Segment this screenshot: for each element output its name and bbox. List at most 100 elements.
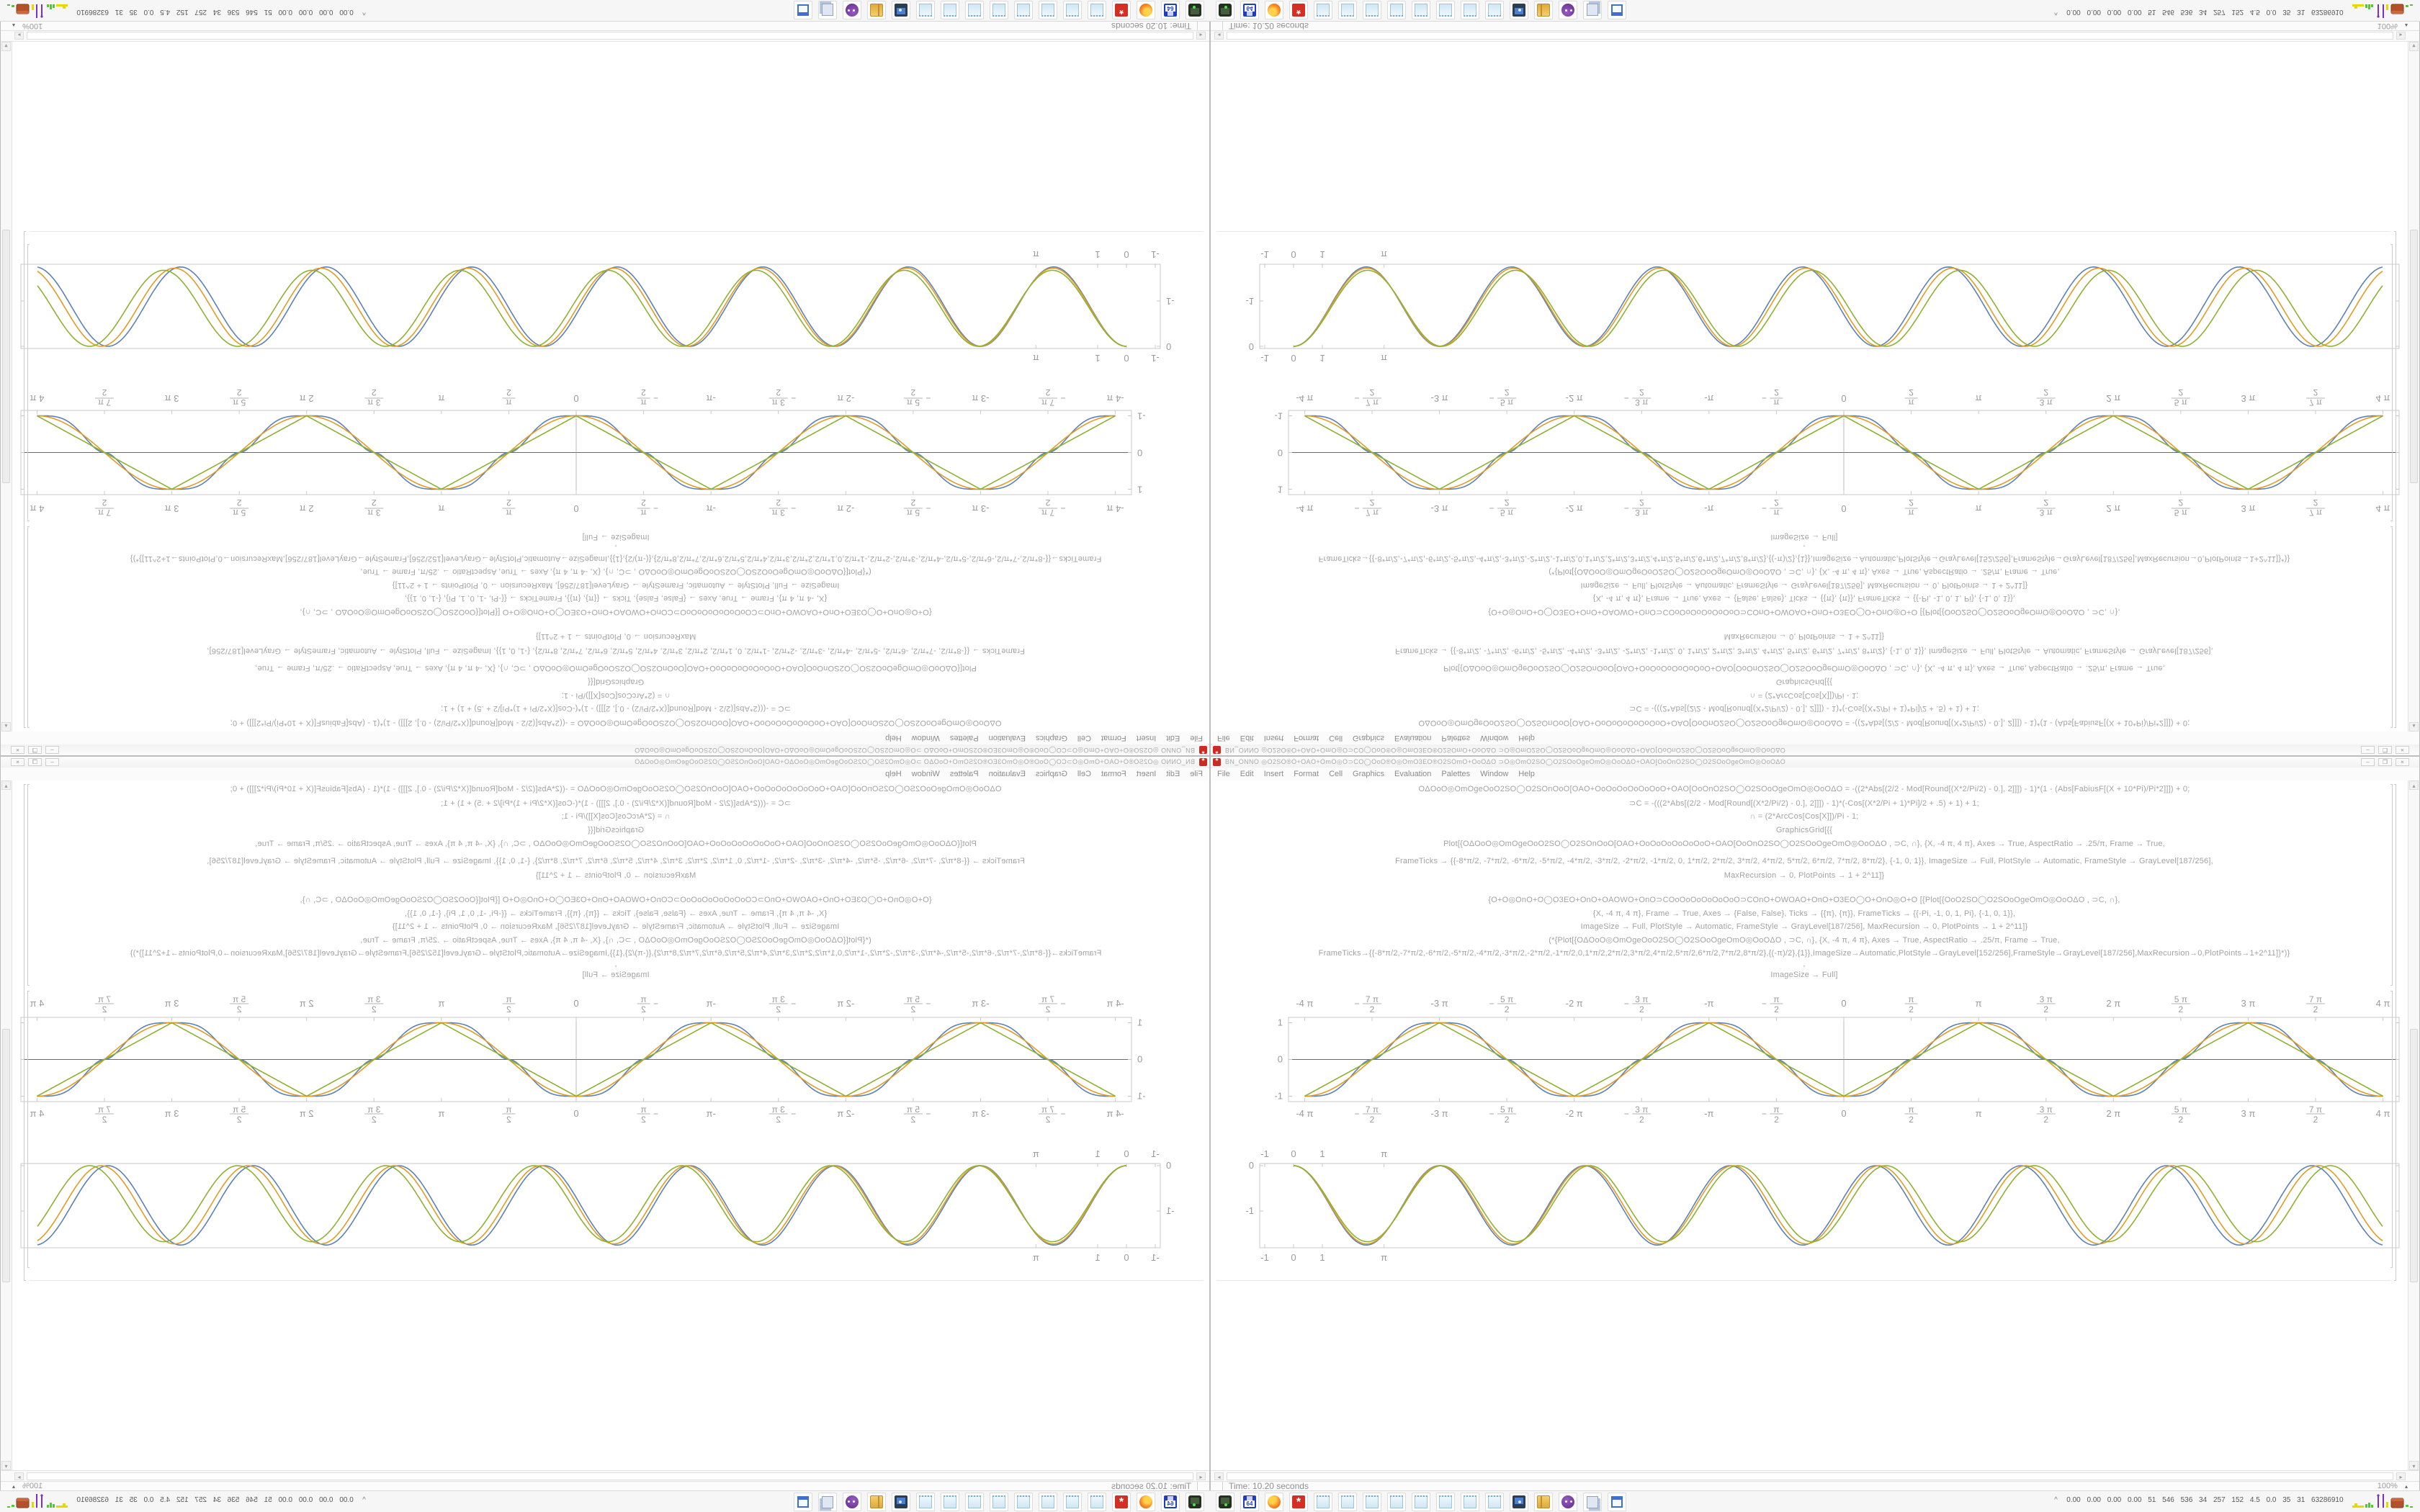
restore-button[interactable]: ❐ xyxy=(28,758,42,766)
code-line[interactable]: Plot[{OΔOoO◎OmOɡeOoO2SO◯O2SOnOoO[OAO+OoO… xyxy=(255,840,977,848)
menu-item-file[interactable]: File xyxy=(1217,734,1230,742)
cell-bracket-code[interactable] xyxy=(2390,526,2393,728)
close-button[interactable]: × xyxy=(11,746,24,754)
scroll-down-icon[interactable]: ▾ xyxy=(2409,42,2419,51)
code-line[interactable]: MaxRecursion → 0, PlotPoints → 1 + 2^11]… xyxy=(1724,632,1885,641)
purple-face-icon[interactable] xyxy=(843,1,861,19)
cell-bracket-group[interactable] xyxy=(2394,784,2396,1281)
firefox-icon[interactable] xyxy=(1137,1,1155,19)
code-line[interactable]: MaxRecursion → 0, PlotPoints → 1 + 2^11]… xyxy=(535,871,696,880)
notepad-icon[interactable] xyxy=(941,1493,959,1511)
code-line[interactable]: {O+O◎OnO+O◯O3EO+OnO+OAOWO+OnO⊃COoOoOoOoO… xyxy=(1488,896,2120,904)
code-line[interactable]: {X, -4 π, 4 π}, Frame → True, Axes → {Fa… xyxy=(404,909,828,918)
notepad-icon[interactable] xyxy=(1461,1493,1479,1511)
notepad-icon[interactable] xyxy=(990,1,1008,19)
menu-item-format[interactable]: Format xyxy=(1101,770,1126,778)
horizontal-scroll-track[interactable] xyxy=(1227,32,2393,40)
minimize-button[interactable]: – xyxy=(45,746,59,754)
minimize-button[interactable]: – xyxy=(2361,746,2375,754)
menu-item-insert[interactable]: Insert xyxy=(1136,770,1157,778)
menu-item-format[interactable]: Format xyxy=(1294,734,1319,742)
vertical-scrollbar[interactable]: ▴ ▾ xyxy=(1,780,12,1470)
floppy-64-icon[interactable]: 64 xyxy=(1161,1,1180,19)
menu-item-file[interactable]: File xyxy=(1190,770,1203,778)
menu-item-file[interactable]: File xyxy=(1190,734,1203,742)
code-line[interactable]: MaxRecursion → 0, PlotPoints → 1 + 2^11]… xyxy=(535,632,696,641)
red-gear-icon[interactable]: * xyxy=(1112,1493,1131,1511)
scroll-up-icon[interactable]: ▴ xyxy=(2409,780,2419,790)
code-line[interactable]: ∩ = (2*ArcCos[Cos[X]])/Pi - 1; xyxy=(1749,812,1859,821)
menu-item-format[interactable]: Format xyxy=(1294,770,1319,778)
horizontal-scrollbar[interactable]: ◂ ▸ xyxy=(1,1470,1209,1481)
tray-expander-icon[interactable]: ^ xyxy=(362,8,366,16)
menu-item-palettes[interactable]: Palettes xyxy=(949,770,979,778)
code-line[interactable]: OΔOoO◎OmOɡeOoO2SO◯O2SOnOoO[OAO+OoOoOoOoO… xyxy=(230,785,1002,793)
floppy-64-icon[interactable]: 64 xyxy=(1240,1493,1259,1511)
window-frame-icon[interactable] xyxy=(794,1,812,19)
code-line[interactable]: ⊃C = -(((2*Abs[(2/2 - Mod[Round[(X*2/Pi/… xyxy=(441,799,791,808)
notepad-icon[interactable] xyxy=(1436,1,1455,19)
notebook-content[interactable]: OΔOoO◎OmOɡeOoO2SO◯O2SOnOoO[OAO+OoOoOoOoO… xyxy=(1211,42,2419,732)
red-gear-icon[interactable]: * xyxy=(1289,1,1308,19)
horizontal-scroll-track[interactable] xyxy=(27,1472,1193,1480)
cell-bracket-plots[interactable] xyxy=(2390,244,2393,521)
scroll-down-icon[interactable]: ▾ xyxy=(2409,1461,2419,1470)
cell-bracket-plots[interactable] xyxy=(27,244,30,521)
code-line[interactable]: ImageSize → Full] xyxy=(582,533,650,541)
vertical-scroll-thumb[interactable] xyxy=(2,1029,10,1282)
scroll-icon[interactable] xyxy=(1583,1,1602,19)
vertical-scrollbar[interactable]: ▴ ▾ xyxy=(2408,780,2419,1470)
code-line[interactable]: (*{Plot[{OΔOoO◎OmOɡeOoO2SO◯O2SOoOɡeOmO◎O… xyxy=(1549,567,2060,576)
menu-item-graphics[interactable]: Graphics xyxy=(1353,770,1385,778)
window-titlebar[interactable]: * BN_ONNO ◎O2SO®O+OAO+OmO◎O⊃CO◯OoO®O◎OmO… xyxy=(1211,757,2419,768)
menu-item-edit[interactable]: Edit xyxy=(1240,770,1254,778)
code-line[interactable]: FrameTicks→{{-8*π/2,-7*π/2,-6*π/2,-5*π/2… xyxy=(130,554,1102,563)
remote-desktop-icon[interactable] xyxy=(1510,1,1528,19)
menu-item-help[interactable]: Help xyxy=(1518,770,1535,778)
notepad-icon[interactable] xyxy=(1314,1,1332,19)
scroll-icon[interactable] xyxy=(1583,1493,1602,1511)
scroll-right-icon[interactable]: ▸ xyxy=(14,1472,24,1480)
notepad-icon[interactable] xyxy=(941,1,959,19)
window-frame-icon[interactable] xyxy=(794,1493,812,1511)
cell-bracket-plots[interactable] xyxy=(2390,991,2393,1268)
menu-item-window[interactable]: Window xyxy=(1480,734,1509,742)
cell-bracket-group[interactable] xyxy=(2394,231,2396,728)
notepad-icon[interactable] xyxy=(916,1,935,19)
notebook-content[interactable]: OΔOoO◎OmOɡeOoO2SO◯O2SOnOoO[OAO+OoOoOoOoO… xyxy=(1,780,1209,1470)
code-line[interactable]: (*{Plot[{OΔOoO◎OmOɡeOoO2SO◯O2SOoOɡeOmO◎O… xyxy=(360,567,871,576)
c64-emulator-icon[interactable] xyxy=(1216,1,1234,19)
notepad-icon[interactable] xyxy=(1412,1493,1430,1511)
scroll-right-icon[interactable]: ▸ xyxy=(2396,1472,2406,1480)
tray-expander-icon[interactable]: ^ xyxy=(2054,1496,2058,1504)
notepad-icon[interactable] xyxy=(1363,1,1381,19)
code-line[interactable]: Plot[{OΔOoO◎OmOɡeOoO2SO◯O2SOnOoO[OAO+OoO… xyxy=(255,664,977,672)
c64-emulator-icon[interactable] xyxy=(1186,1,1204,19)
code-line[interactable]: FrameTicks → {{-8*π/2, -7*π/2, -6*π/2, -… xyxy=(207,857,1025,865)
notepad-icon[interactable] xyxy=(1338,1,1357,19)
folder-icon[interactable] xyxy=(1534,1493,1553,1511)
notepad-icon[interactable] xyxy=(1014,1493,1033,1511)
menu-item-graphics[interactable]: Graphics xyxy=(1353,734,1385,742)
floppy-64-icon[interactable]: 64 xyxy=(1161,1493,1180,1511)
notepad-icon[interactable] xyxy=(1412,1,1430,19)
menu-item-cell[interactable]: Cell xyxy=(1329,770,1343,778)
notepad-icon[interactable] xyxy=(1014,1,1033,19)
menu-item-window[interactable]: Window xyxy=(1480,770,1509,778)
horizontal-scrollbar[interactable]: ◂ ▸ xyxy=(1,31,1209,42)
menu-item-graphics[interactable]: Graphics xyxy=(1035,770,1067,778)
menu-item-evaluation[interactable]: Evaluation xyxy=(988,734,1026,742)
code-line[interactable]: ∩ = (2*ArcCos[Cos[X]])/Pi - 1; xyxy=(561,691,671,700)
notepad-icon[interactable] xyxy=(990,1493,1008,1511)
menu-item-file[interactable]: File xyxy=(1217,770,1230,778)
code-line[interactable]: ⊃C = -(((2*Abs[(2/2 - Mod[Round[(X*2/Pi/… xyxy=(1629,799,1979,808)
code-line[interactable]: , xyxy=(1803,544,1806,552)
notebook-content[interactable]: OΔOoO◎OmOɡeOoO2SO◯O2SOnOoO[OAO+OoOoOoOoO… xyxy=(1,42,1209,732)
menu-item-palettes[interactable]: Palettes xyxy=(1441,770,1471,778)
menu-item-edit[interactable]: Edit xyxy=(1240,734,1254,742)
scroll-icon[interactable] xyxy=(818,1493,837,1511)
code-line[interactable]: GraphicsGrid[{{ xyxy=(587,826,645,834)
menu-item-edit[interactable]: Edit xyxy=(1166,734,1180,742)
menu-item-insert[interactable]: Insert xyxy=(1263,770,1284,778)
purple-face-icon[interactable] xyxy=(1559,1,1577,19)
